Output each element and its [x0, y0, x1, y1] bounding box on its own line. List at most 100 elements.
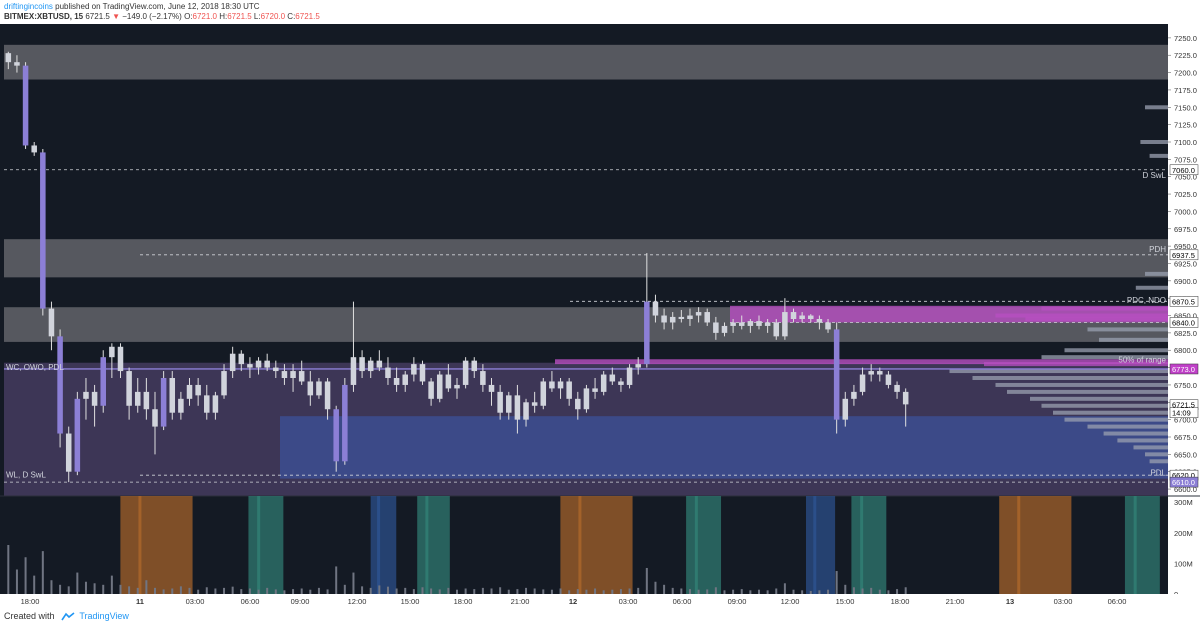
candle-body [540, 381, 547, 406]
time-tick-label: 11 [136, 597, 144, 606]
volume-bar [41, 551, 44, 594]
time-tick-label: 15:00 [401, 597, 420, 606]
volume-bar [162, 589, 165, 594]
volume-bar [197, 589, 200, 594]
candle-body [687, 315, 693, 319]
session-marker [694, 496, 698, 594]
candle-body [721, 325, 728, 333]
volume-tick-label: 100M [1174, 559, 1193, 568]
volume-profile-bar [1103, 431, 1168, 436]
volume-bar [525, 587, 528, 594]
session-marker [138, 496, 142, 594]
volume-bar [775, 588, 778, 594]
candle-body [428, 381, 434, 399]
candle-body [307, 381, 314, 396]
volume-bar [361, 586, 364, 594]
price-badge [1169, 249, 1199, 261]
volume-profile-bar [1117, 438, 1168, 443]
price-chart[interactable]: D SwL PDH PDC, NDO WC, OWO, PDL 50% of range… [0, 24, 1200, 608]
volume-bar [352, 572, 355, 594]
price-tick-label: 7225.0 [1174, 51, 1197, 60]
volume-bar [438, 589, 441, 594]
label-50-range: 50% of range [1118, 356, 1166, 365]
volume-bar [533, 588, 536, 594]
volume-bar [783, 583, 786, 594]
volume-bar [343, 584, 346, 594]
price-badge [1169, 476, 1199, 488]
candle-body [350, 357, 357, 385]
volume-bar [84, 581, 87, 594]
price-badge [1169, 164, 1199, 176]
candle-body [419, 364, 426, 382]
volume-bar [809, 590, 812, 594]
ohlc-l-label: L: [253, 12, 261, 21]
candle-body [402, 374, 408, 385]
candle-body [74, 398, 81, 472]
candle-body [592, 388, 598, 392]
candle-body [324, 381, 331, 410]
candle-body [471, 360, 478, 372]
price-tick-label: 6975.0 [1174, 225, 1197, 234]
volume-bar [473, 589, 476, 594]
volume-profile-bar [1064, 417, 1168, 422]
candle-body [799, 315, 805, 319]
volume-profile-bar [1087, 424, 1168, 429]
ohlc-c: 6721.5 [295, 12, 320, 21]
volume-bar [490, 588, 493, 594]
author-link[interactable]: driftingincoins [4, 2, 53, 11]
volume-bar [844, 584, 847, 594]
volume-bar [456, 589, 458, 594]
zone-gray-0 [4, 44, 1168, 80]
price-badge-label: 6773.0 [1172, 365, 1195, 374]
volume-bar [179, 586, 182, 594]
candle-body [626, 367, 633, 385]
candle-body [868, 371, 874, 375]
volume-bar [835, 571, 838, 594]
ohlc-o-label: O: [184, 12, 193, 21]
candle-body [747, 321, 754, 326]
candle-body [609, 374, 616, 382]
candle-body [5, 53, 12, 63]
volume-profile-bar [1041, 355, 1168, 360]
candle-body [160, 378, 167, 427]
candle-body [488, 384, 495, 392]
session-marker [860, 496, 864, 594]
candle-body [566, 381, 572, 399]
volume-bar [369, 587, 372, 594]
volume-bar [628, 588, 631, 594]
candle-body [298, 371, 305, 382]
volume-bar [378, 585, 381, 594]
volume-bar [15, 569, 18, 594]
volume-profile-bar [1053, 410, 1168, 415]
volume-bar [559, 588, 562, 594]
candle-body [117, 346, 124, 372]
volume-bar [317, 587, 320, 594]
volume-bar [102, 584, 105, 594]
session-blue [370, 496, 397, 594]
candle-body [229, 353, 236, 372]
candle-body [83, 391, 89, 399]
volume-bar [637, 587, 640, 594]
volume-bar [602, 590, 605, 594]
volume-profile-bar [1041, 306, 1168, 311]
price-tick-label: 7050.0 [1174, 173, 1197, 182]
candle-body [178, 398, 184, 413]
volume-bar [827, 589, 830, 594]
time-tick-label: 06:00 [241, 597, 260, 606]
candle-body [782, 312, 788, 337]
volume-profile-bar [1149, 459, 1168, 464]
volume-profile-bar [1145, 271, 1168, 276]
price-tick-label: 7125.0 [1174, 121, 1197, 130]
candle-body [342, 384, 348, 462]
candle-body [557, 381, 564, 389]
volume-bar [240, 589, 243, 594]
session-orange [999, 496, 1072, 594]
label-wl-dswl: WL, D SwL [6, 471, 47, 480]
price-tick-label: 7025.0 [1174, 190, 1197, 199]
candle-body [756, 321, 762, 326]
tradingview-link[interactable]: TradingView [79, 611, 129, 621]
session-orange [120, 496, 193, 594]
time-tick-label: 18:00 [891, 597, 910, 606]
price-change: −149.0 (−2.17%) [122, 12, 182, 21]
volume-bar [818, 590, 821, 594]
